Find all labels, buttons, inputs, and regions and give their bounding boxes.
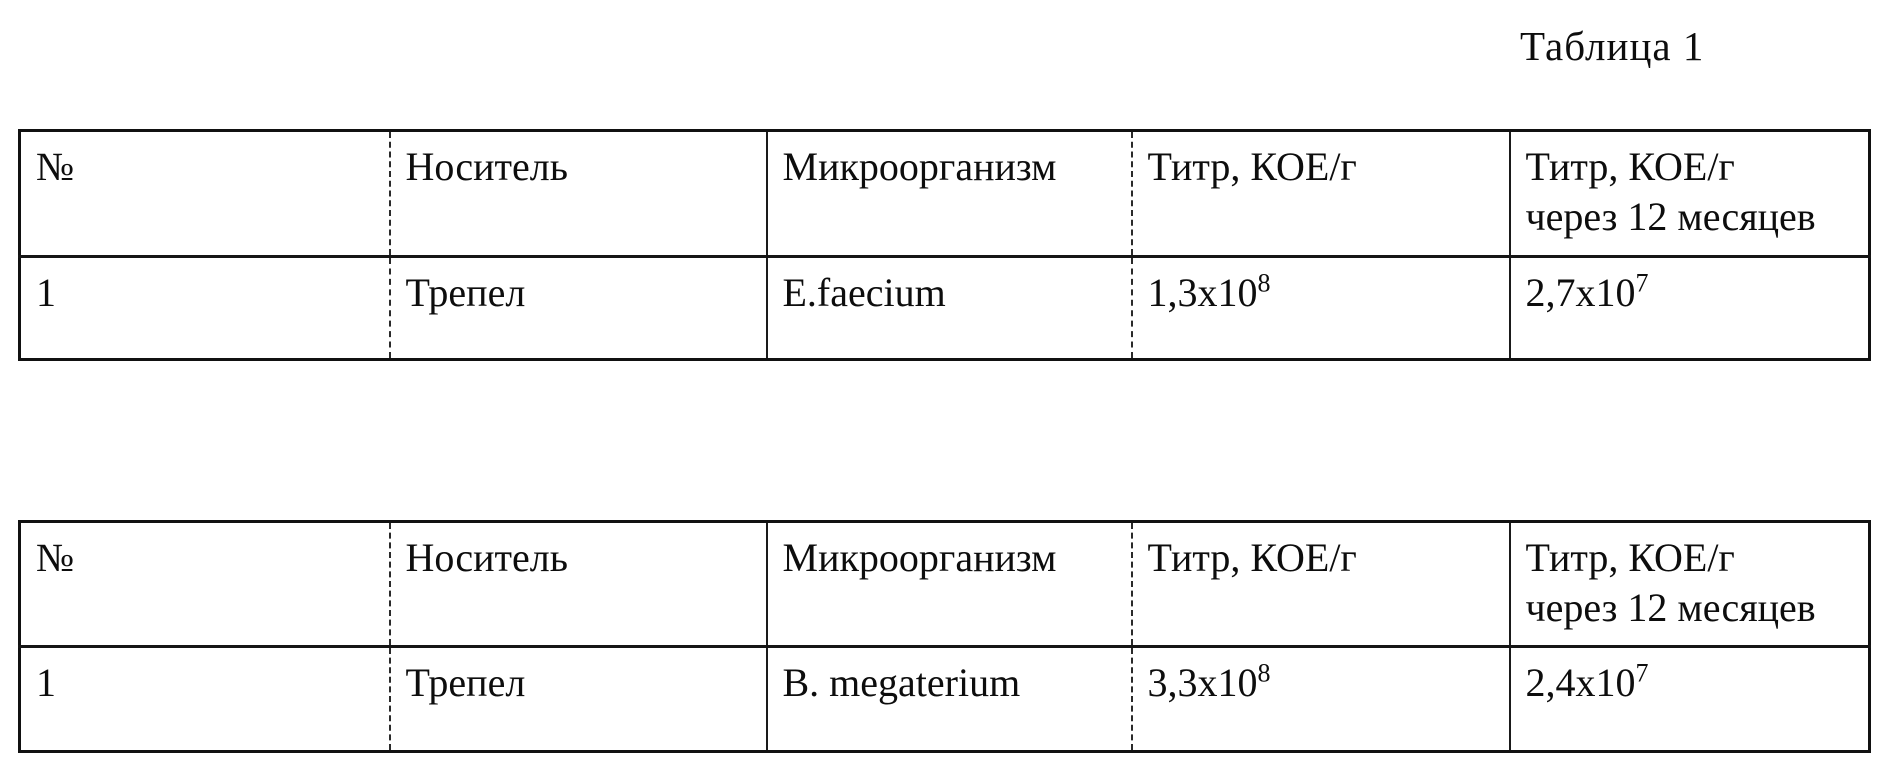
results-table-1: № Носитель Микроорганизм Титр, КОЕ/г Тит… [18, 129, 1871, 361]
table-1-data-row: 1 Трепел E.faecium 1,3x108 2,7x107 [20, 256, 1870, 360]
table-2-header-titer-12-line1: Титр, КОЕ/г [1525, 535, 1735, 580]
table-1-cell-num: 1 [36, 270, 56, 315]
table-2-titer-mantissa: 3,3x10 [1147, 660, 1258, 705]
table-1-header-organism: Микроорганизм [765, 130, 1132, 257]
table-2-header-num: № [36, 535, 75, 580]
table-2-titer12-exponent: 7 [1635, 658, 1649, 688]
table-1-header-carrier: Носитель [388, 130, 767, 257]
table-1-titer12-exponent: 7 [1635, 268, 1649, 298]
table-2-header-titer-12-line2: через 12 месяцев [1525, 585, 1816, 630]
table-2-titer12-mantissa: 2,4x10 [1525, 660, 1636, 705]
table-2-header-carrier: Носитель [388, 521, 767, 647]
table-2-cell-carrier: Трепел [388, 646, 767, 752]
table-1-header-titer-12-line2: через 12 месяцев [1525, 194, 1816, 239]
table-1-cell-titer: 1,3x108 [1130, 256, 1510, 360]
table-2-header-titer-12-months: Титр, КОЕ/г через 12 месяцев [1508, 521, 1870, 647]
table-1-titer-mantissa: 1,3x10 [1147, 270, 1258, 315]
table-1-cell-titer-12-months: 2,7x107 [1508, 256, 1870, 360]
table-1-header-row: № Носитель Микроорганизм Титр, КОЕ/г Тит… [19, 130, 1870, 257]
results-table-2: № Носитель Микроорганизм Титр, КОЕ/г Тит… [18, 520, 1871, 753]
table-2-header-organism: Микроорганизм [765, 521, 1132, 647]
table-2-header-titer: Титр, КОЕ/г [1130, 521, 1510, 647]
table-2-data-row: 1 Трепел B. megaterium 3,3x108 2,4x107 [20, 646, 1870, 752]
table-2-cell-titer: 3,3x108 [1130, 646, 1510, 752]
table-1-header-titer-12-months: Титр, КОЕ/г через 12 месяцев [1508, 130, 1870, 257]
table-2-cell-organism: B. megaterium [765, 646, 1132, 752]
table-1-header-titer-12-line1: Титр, КОЕ/г [1525, 144, 1735, 189]
table-1-header-titer: Титр, КОЕ/г [1130, 130, 1510, 257]
document-title: Таблица 1 [1520, 23, 1705, 69]
table-1-titer12-mantissa: 2,7x10 [1525, 270, 1636, 315]
table-2-cell-titer-12-months: 2,4x107 [1508, 646, 1870, 752]
table-2-header-row: № Носитель Микроорганизм Титр, КОЕ/г Тит… [19, 521, 1870, 647]
table-1-header-num: № [36, 144, 75, 189]
table-1-cell-carrier: Трепел [388, 256, 767, 360]
table-1-cell-organism: E.faecium [765, 256, 1132, 360]
table-2-titer-exponent: 8 [1257, 658, 1271, 688]
table-2-cell-num: 1 [36, 660, 56, 705]
table-1-titer-exponent: 8 [1257, 268, 1271, 298]
